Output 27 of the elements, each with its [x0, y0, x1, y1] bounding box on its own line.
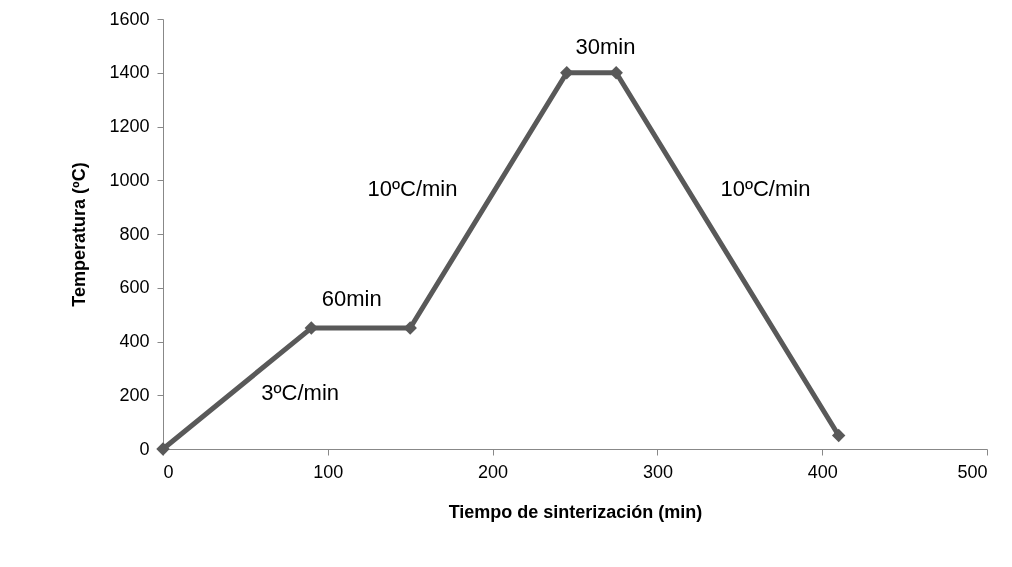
x-tick-label: 500	[957, 461, 988, 482]
annotation: 10ºC/min	[720, 176, 811, 202]
y-tick-label: 1400	[109, 62, 150, 83]
y-tick-label: 0	[139, 438, 150, 459]
point	[831, 428, 846, 443]
y-tick-label: 1600	[109, 8, 150, 29]
point	[403, 321, 417, 335]
x-tick-label: 400	[807, 461, 838, 482]
annotation: 3ºC/min	[261, 379, 340, 405]
y-axis-title: Temperatura (ºC)	[69, 162, 90, 307]
y-tick-label: 400	[119, 331, 150, 351]
x-tick-label: 300	[642, 461, 673, 482]
point	[560, 66, 574, 80]
x-tick-label: 0	[163, 461, 174, 482]
y-tick-label: 1200	[109, 116, 150, 136]
x-tick-label: 100	[313, 461, 344, 482]
point	[609, 66, 623, 80]
annotation: 30min	[575, 33, 636, 59]
annotation: 10ºC/min	[367, 176, 458, 202]
y-tick-label: 600	[119, 277, 150, 298]
point	[156, 442, 170, 456]
y-tick-label: 200	[119, 384, 150, 405]
annotation: 60min	[321, 286, 382, 312]
x-axis-title: Tiempo de sinterización (min)	[448, 501, 703, 522]
y-tick-label: 800	[119, 223, 150, 244]
y-tick-label: 1000	[109, 169, 150, 190]
x-tick-label: 200	[478, 461, 509, 482]
